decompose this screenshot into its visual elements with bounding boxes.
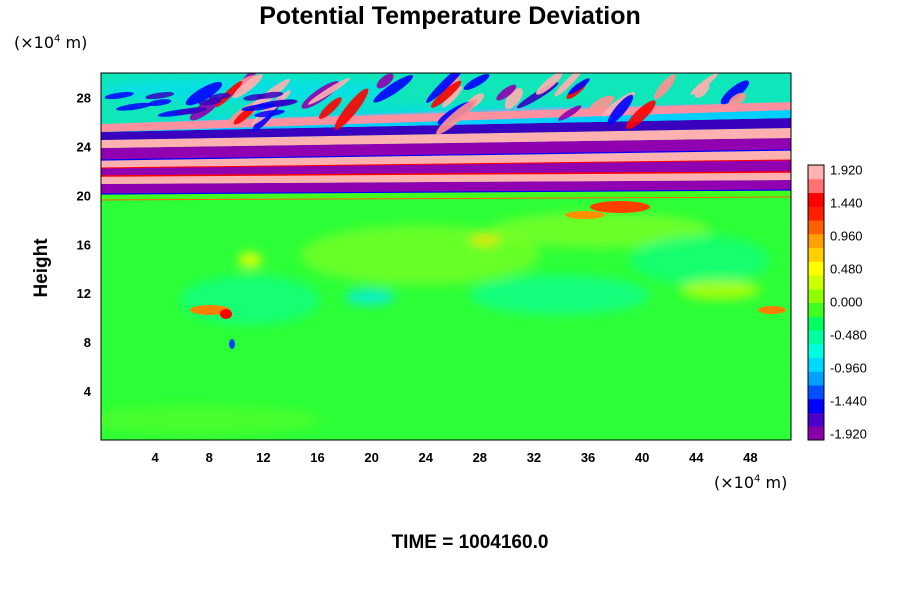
colorbar-segment [808, 165, 824, 180]
heatmap-streak [334, 88, 369, 130]
colorbar-segment [808, 192, 824, 207]
colorbar-segment [808, 302, 824, 317]
colorbar-label: 0.000 [830, 295, 863, 310]
y-tick-label: 28 [77, 90, 91, 105]
heatmap-streak [208, 93, 231, 100]
colorbar-segment [808, 233, 824, 248]
colorbar-segment [808, 206, 824, 221]
colorbar-segment [808, 412, 824, 427]
y-tick-label: 12 [77, 286, 91, 301]
heatmap-streak [232, 74, 263, 99]
x-axis-unit: (×104 m) [714, 473, 788, 492]
y-axis-ticks: 4 8 12 16 20 24 28 [77, 90, 92, 399]
heatmap-streak [554, 73, 582, 97]
heatmap-streak [568, 78, 590, 95]
x-tick-label: 16 [310, 450, 324, 465]
heatmap-streak [430, 80, 462, 108]
colorbar: 1.920 1.440 0.960 0.480 0.000 -0.480 -0.960 -1.… [807, 163, 867, 442]
colorbar-label: -1.920 [830, 427, 867, 442]
heatmap-bands [101, 73, 791, 201]
heatmap-streak [256, 91, 284, 99]
y-tick-label: 24 [77, 139, 92, 154]
heatmap-streak [436, 98, 478, 135]
x-tick-label: 4 [152, 450, 160, 465]
colorbar-label: 1.440 [830, 196, 863, 211]
heatmap-streak [425, 73, 468, 103]
colorbar-segment [808, 261, 824, 276]
colorbar-label: -1.440 [830, 394, 867, 409]
heatmap-streak [626, 100, 656, 130]
colorbar-label: -0.480 [830, 328, 867, 343]
heatmap-streak [318, 97, 342, 119]
heatmap-hotspots [190, 201, 786, 349]
colorbar-segment [808, 357, 824, 372]
x-tick-label: 12 [256, 450, 270, 465]
colorbar-segment [808, 343, 824, 358]
heatmap-streak [373, 75, 414, 103]
heatmap-streak [198, 98, 222, 106]
heatmap-streak [728, 92, 746, 107]
heatmap-plot-area [101, 73, 791, 440]
plot-frame [100, 72, 792, 441]
heatmap-streak [174, 107, 208, 115]
colorbar-segment [808, 288, 824, 303]
colorbar-segment [808, 398, 824, 413]
heatmap-streak [241, 103, 276, 112]
colorbar-segment [808, 178, 824, 193]
x-tick-label: 44 [689, 450, 704, 465]
colorbar-frame [807, 164, 825, 441]
x-tick-label: 40 [635, 450, 649, 465]
heatmap-streak [254, 109, 285, 118]
heatmap-streak [558, 105, 582, 121]
heatmap-streak [504, 88, 523, 109]
colorbar-label: 1.920 [830, 163, 863, 178]
heatmap-streak [496, 84, 517, 101]
time-label: TIME = 1004160.0 [391, 532, 549, 553]
x-tick-label: 32 [527, 450, 541, 465]
heatmap-streak [307, 77, 351, 105]
heatmap-streak [104, 91, 134, 100]
heatmap-streak [116, 102, 153, 111]
colorbar-label: 0.960 [830, 229, 863, 244]
x-axis-ticks: 4 8 12 16 20 24 28 32 36 40 44 48 [152, 450, 758, 465]
heatmap-streak [720, 80, 750, 105]
heatmap-streak [690, 73, 718, 95]
colorbar-segment [808, 275, 824, 290]
chart-title: Potential Temperature Deviation [259, 2, 641, 30]
heatmap-streak [185, 82, 223, 106]
heatmap-streak [148, 99, 172, 106]
x-tick-label: 20 [364, 450, 378, 465]
y-tick-label: 20 [77, 188, 91, 203]
x-tick-label: 8 [206, 450, 213, 465]
heatmap-streak [588, 95, 615, 113]
heatmap-streak [376, 73, 394, 89]
y-tick-label: 16 [77, 237, 91, 252]
heatmap-upper-streaks [104, 73, 750, 135]
heatmap-streak [654, 74, 676, 100]
colorbar-segment [808, 371, 824, 386]
y-tick-label: 8 [84, 335, 91, 350]
x-tick-label: 28 [473, 450, 487, 465]
y-axis-unit: (×104 m) [14, 33, 88, 52]
heatmap-streak [607, 94, 634, 125]
x-tick-label: 36 [581, 450, 595, 465]
colorbar-label: -0.960 [830, 361, 867, 376]
x-tick-label: 48 [743, 450, 757, 465]
heatmap-streak [463, 73, 490, 91]
colorbar-segment [808, 220, 824, 235]
y-tick-label: 4 [84, 384, 92, 399]
colorbar-segment [808, 426, 824, 441]
colorbar-label: 0.480 [830, 262, 863, 277]
colorbar-segment [808, 247, 824, 262]
colorbar-segment [808, 385, 824, 400]
heatmap-streak [145, 91, 175, 100]
heatmap-streak [536, 73, 563, 95]
colorbar-segment [808, 330, 824, 345]
heatmap-streak [442, 86, 463, 108]
x-tick-label: 24 [418, 450, 433, 465]
colorbar-segment [808, 316, 824, 331]
